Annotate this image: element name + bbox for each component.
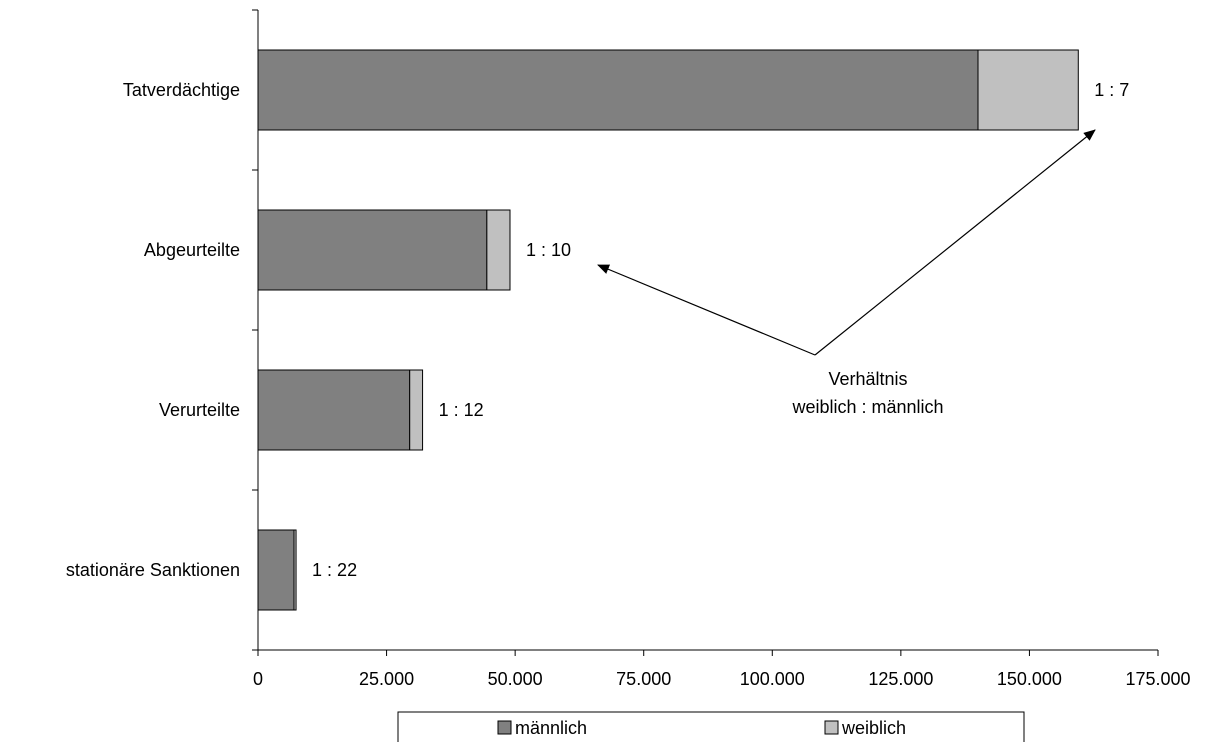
bar-maennlich-tatverdaechtige <box>257 49 979 131</box>
bar-maennlich-stationaere-sanktionen <box>257 529 295 611</box>
ratio-label-stationaere-sanktionen: 1 : 22 <box>312 560 357 580</box>
annotation-line-2: weiblich : männlich <box>791 397 943 417</box>
category-label-tatverdaechtige: Tatverdächtige <box>123 80 240 100</box>
x-tick-label: 0 <box>253 669 263 689</box>
bar-weiblich-abgeurteilte <box>486 209 511 291</box>
annotation-arrow-to-abgeurteilte <box>597 264 816 356</box>
x-tick-label: 175.000 <box>1125 669 1190 689</box>
ratio-label-abgeurteilte: 1 : 10 <box>526 240 571 260</box>
category-label-stationaere-sanktionen: stationäre Sanktionen <box>66 560 240 580</box>
legend-swatch-weiblich <box>824 720 839 735</box>
bars <box>257 49 1079 611</box>
bar-weiblich-tatverdaechtige <box>977 49 1079 131</box>
x-tick-label: 100.000 <box>740 669 805 689</box>
ratio-label-verurteilte: 1 : 12 <box>439 400 484 420</box>
ratio-labels: 1 : 7 1 : 10 1 : 12 1 : 22 <box>312 80 1129 580</box>
annotation: Verhältnis weiblich : männlich <box>597 129 1096 417</box>
x-tick-label: 25.000 <box>359 669 414 689</box>
category-label-abgeurteilte: Abgeurteilte <box>144 240 240 260</box>
legend-label-maennlich: männlich <box>515 718 587 738</box>
legend-label-weiblich: weiblich <box>841 718 906 738</box>
x-tick-label: 50.000 <box>488 669 543 689</box>
bar-weiblich-verurteilte <box>409 369 424 451</box>
x-tick-label: 125.000 <box>868 669 933 689</box>
bar-maennlich-abgeurteilte <box>257 209 488 291</box>
category-label-verurteilte: Verurteilte <box>159 400 240 420</box>
category-labels: Tatverdächtige Abgeurteilte Verurteilte sta… <box>66 80 240 580</box>
annotation-arrow-to-tatverdaechtige <box>814 129 1096 356</box>
x-tick-label: 150.000 <box>997 669 1062 689</box>
x-axis-ticks: 0 25.000 50.000 75.000 100.000 125.000 150.000… <box>253 650 1191 689</box>
annotation-line-1: Verhältnis <box>828 369 907 389</box>
ratio-label-tatverdaechtige: 1 : 7 <box>1094 80 1129 100</box>
x-tick-label: 75.000 <box>616 669 671 689</box>
legend-box <box>397 711 1025 742</box>
legend-swatch-maennlich <box>497 720 512 735</box>
bar-weiblich-stationaere-sanktionen <box>293 529 297 611</box>
bar-maennlich-verurteilte <box>257 369 411 451</box>
y-axis-ticks <box>252 9 258 651</box>
legend: männlich weiblich <box>397 711 1025 742</box>
